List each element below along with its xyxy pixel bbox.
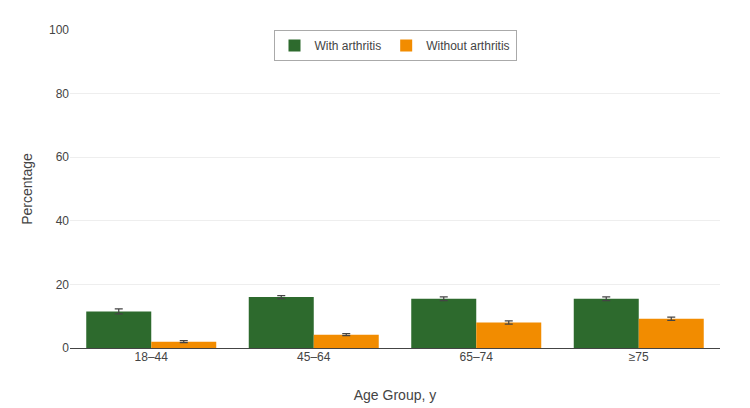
- svg-text:65–74: 65–74: [460, 350, 494, 364]
- svg-text:18–44: 18–44: [135, 350, 169, 364]
- svg-text:100: 100: [49, 23, 69, 37]
- svg-text:60: 60: [56, 150, 70, 164]
- svg-text:80: 80: [56, 87, 70, 101]
- svg-text:20: 20: [56, 278, 70, 292]
- svg-text:With arthritis: With arthritis: [315, 39, 382, 53]
- svg-text:0: 0: [62, 341, 69, 355]
- svg-text:Age Group, y: Age Group, y: [354, 387, 437, 403]
- svg-text:≥75: ≥75: [629, 350, 649, 364]
- svg-text:Without arthritis: Without arthritis: [426, 39, 509, 53]
- svg-text:40: 40: [56, 214, 70, 228]
- svg-text:45–64: 45–64: [297, 350, 331, 364]
- svg-text:Percentage: Percentage: [19, 153, 35, 225]
